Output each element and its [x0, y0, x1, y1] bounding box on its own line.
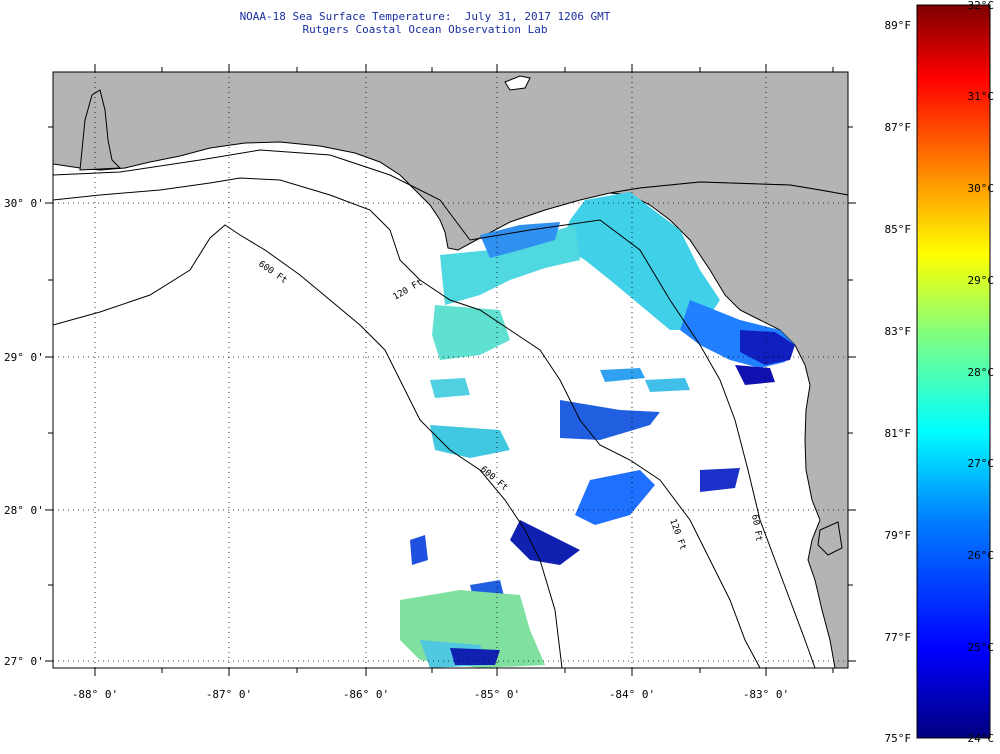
- colorbar-c-label: 25°C: [968, 641, 995, 654]
- sst-patch: [410, 535, 428, 565]
- lon-label: -88° 0': [72, 688, 118, 701]
- lat-label: 28° 0': [4, 504, 44, 517]
- colorbar-c-label: 30°C: [968, 182, 995, 195]
- colorbar-c-label: 32°C: [968, 0, 995, 12]
- map-title: NOAA-18 Sea Surface Temperature: July 31…: [239, 10, 611, 23]
- sst-patch: [510, 520, 580, 565]
- sst-patch: [645, 378, 690, 392]
- map-subtitle: Rutgers Coastal Ocean Observation Lab: [302, 23, 548, 36]
- lon-label: -87° 0': [206, 688, 252, 701]
- sst-patch: [700, 468, 740, 492]
- contour-label: 60 Ft: [749, 514, 764, 542]
- lon-label: -84° 0': [609, 688, 655, 701]
- island: [504, 75, 531, 91]
- sst-patch: [560, 192, 720, 330]
- sst-patch: [430, 378, 470, 398]
- colorbar-c-label: 29°C: [968, 274, 995, 287]
- lat-label: 30° 0': [4, 197, 44, 210]
- colorbar-f-label: 77°F: [885, 631, 912, 644]
- lat-label: 27° 0': [4, 655, 44, 668]
- land-mobile-bay: [79, 89, 122, 171]
- lon-label: -83° 0': [743, 688, 789, 701]
- colorbar: 89°F 87°F 85°F 83°F 81°F 79°F 77°F 75°F …: [885, 0, 995, 745]
- sst-patch: [740, 330, 795, 365]
- colorbar-c-label: 31°C: [968, 90, 995, 103]
- colorbar-f-label: 85°F: [885, 223, 912, 236]
- map-frame: [52, 71, 849, 669]
- land-tampa-inlet: [817, 521, 843, 556]
- bathymetry-contours: [53, 149, 816, 668]
- sst-patch: [735, 365, 775, 385]
- colorbar-f-label: 83°F: [885, 325, 912, 338]
- colorbar-c-label: 27°C: [968, 457, 995, 470]
- contour-60ft: [53, 149, 816, 668]
- lon-label: -86° 0': [343, 688, 389, 701]
- sst-patch: [432, 305, 510, 360]
- map-header: NOAA-18 Sea Surface Temperature: July 31…: [0, 10, 850, 36]
- contour-600ft: [53, 224, 563, 668]
- colorbar-f-label: 87°F: [885, 121, 912, 134]
- colorbar-f-label: 81°F: [885, 427, 912, 440]
- lat-label: 29° 0': [4, 351, 44, 364]
- sst-patch: [440, 225, 580, 305]
- colorbar-c-label: 24°C: [968, 732, 995, 745]
- lon-label: -85° 0': [474, 688, 520, 701]
- sst-patch: [600, 368, 645, 382]
- colorbar-f-label: 79°F: [885, 529, 912, 542]
- colorbar-f-label: 75°F: [885, 732, 912, 745]
- colorbar-c-label: 26°C: [968, 549, 995, 562]
- contour-120ft: [53, 177, 761, 668]
- sst-patch: [450, 648, 500, 665]
- colorbar-f-label: 89°F: [885, 19, 912, 32]
- axis-ticks: [45, 64, 856, 676]
- colorbar-gradient: [916, 4, 991, 739]
- colorbar-c-label: 28°C: [968, 366, 995, 379]
- sst-patch: [560, 400, 660, 440]
- sst-patch: [480, 222, 560, 258]
- sst-data-layer: [400, 192, 795, 668]
- sst-patch: [575, 470, 655, 525]
